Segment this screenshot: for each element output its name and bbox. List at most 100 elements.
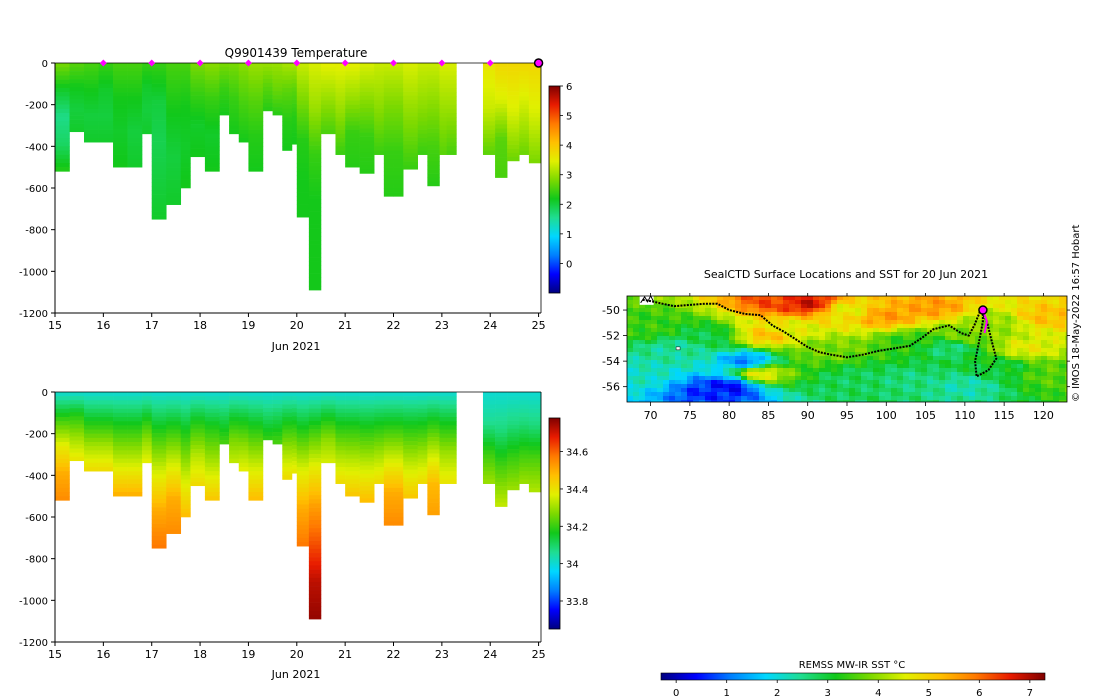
section-cell xyxy=(383,117,394,122)
section-cell xyxy=(320,450,336,455)
section-cell xyxy=(180,454,191,459)
sst-cell xyxy=(777,384,784,389)
sst-cell xyxy=(783,400,790,402)
section-cell xyxy=(166,196,182,201)
sst-cell xyxy=(699,308,706,313)
section-cell xyxy=(296,104,310,110)
section-cell xyxy=(166,200,182,205)
sst-cell xyxy=(1023,308,1030,313)
section-cell xyxy=(180,404,191,409)
sst-cell xyxy=(717,308,724,313)
section-cell xyxy=(393,483,404,489)
section-cell xyxy=(393,433,404,439)
section-cell xyxy=(204,121,220,126)
section-cell xyxy=(84,467,99,472)
section-cell xyxy=(180,408,191,414)
sst-cell xyxy=(1041,392,1048,397)
sst-cell xyxy=(825,320,832,325)
map-y-tick-label: -54 xyxy=(602,355,620,368)
section-cell xyxy=(374,437,385,443)
section-cell xyxy=(439,96,447,101)
sst-cell xyxy=(963,320,970,325)
section-cell xyxy=(204,129,220,135)
sst-cell xyxy=(819,320,826,325)
sst-cell xyxy=(891,352,898,357)
sst-cell xyxy=(669,380,676,385)
section-cell xyxy=(142,400,153,405)
section-cell xyxy=(127,475,143,480)
section-cell xyxy=(180,421,191,426)
sst-cell xyxy=(729,340,736,345)
sst-cell xyxy=(759,360,766,365)
section-cell xyxy=(417,421,428,426)
section-cell xyxy=(151,116,167,121)
section-cell xyxy=(482,96,496,101)
section-cell xyxy=(528,475,542,480)
section-cell xyxy=(84,88,99,93)
sst-cell xyxy=(921,400,928,402)
sst-cell xyxy=(1053,352,1060,357)
section-cell xyxy=(204,71,220,76)
section-cell xyxy=(308,392,322,397)
sst-cell xyxy=(747,332,754,337)
section-cell xyxy=(151,137,167,142)
sst-cell xyxy=(957,308,964,313)
sst-cell xyxy=(651,396,658,401)
sst-cell xyxy=(753,300,760,305)
sst-cell xyxy=(627,368,634,373)
section-cell xyxy=(151,515,167,520)
sst-cell xyxy=(765,308,772,313)
sst-cell xyxy=(897,372,904,377)
sst-cell xyxy=(807,340,814,345)
sst-cell xyxy=(1053,304,1060,309)
section-cell xyxy=(142,446,153,451)
section-cell xyxy=(335,96,346,101)
sst-cell xyxy=(1065,384,1067,389)
section-cell xyxy=(127,150,143,155)
section-cell xyxy=(393,517,404,522)
sst-cell xyxy=(885,340,892,345)
section-cell xyxy=(335,83,346,89)
sst-cell xyxy=(957,356,964,361)
section-cell xyxy=(142,458,153,464)
section-cell xyxy=(403,103,418,109)
sst-cell xyxy=(831,360,838,365)
sst-cell xyxy=(915,376,922,381)
section-cell xyxy=(204,412,220,418)
section-cell xyxy=(296,92,310,97)
section-cell xyxy=(204,88,220,93)
sst-cell xyxy=(1041,380,1048,385)
section-cell xyxy=(417,425,428,430)
section-cell xyxy=(383,138,394,143)
sst-cell xyxy=(771,388,778,393)
section-cell xyxy=(427,99,440,105)
section-cell xyxy=(204,125,220,130)
sst-cell xyxy=(789,336,796,341)
section-cell xyxy=(98,437,114,443)
section-cell xyxy=(127,471,143,476)
sst-cell xyxy=(687,304,694,309)
sst-cell xyxy=(669,300,676,305)
section-cell xyxy=(98,79,114,85)
sst-cell xyxy=(759,316,766,321)
section-cell xyxy=(55,104,70,110)
map-y-tick-label: -52 xyxy=(602,330,620,343)
sst-cell xyxy=(903,360,910,365)
sst-cell xyxy=(903,296,910,301)
section-cell xyxy=(55,83,70,89)
sst-cell xyxy=(1047,340,1054,345)
section-cell xyxy=(127,446,143,451)
section-cell xyxy=(291,123,298,129)
sst-cell xyxy=(723,368,730,373)
section-cell xyxy=(282,462,293,468)
sst-cell xyxy=(681,372,688,377)
sst-cell xyxy=(849,392,856,397)
sst-cell xyxy=(693,300,700,305)
sst-cell xyxy=(933,380,940,385)
sst-cell xyxy=(1059,304,1066,309)
sst-cell xyxy=(909,316,916,321)
section-cell xyxy=(166,129,182,135)
section-cell xyxy=(127,67,143,72)
sst-cell xyxy=(879,360,886,365)
sst-cell xyxy=(741,332,748,337)
